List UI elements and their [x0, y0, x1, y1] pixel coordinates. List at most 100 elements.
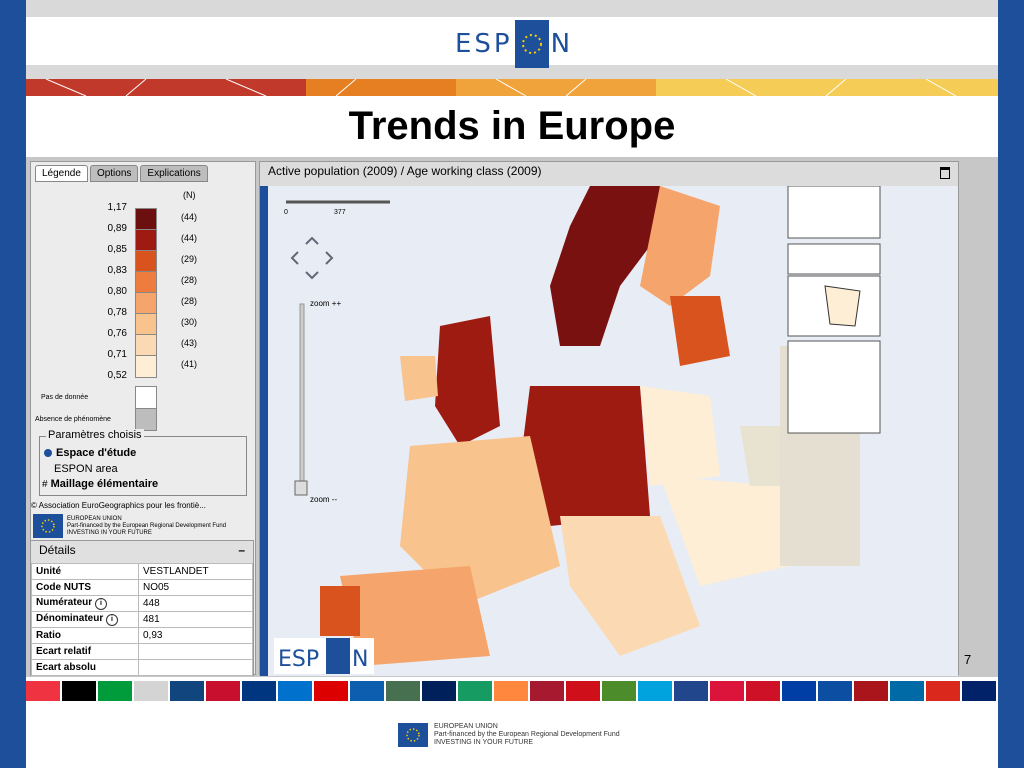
params-title: Paramètres choisis [46, 429, 144, 441]
zoom-in-label[interactable]: zoom ++ [310, 299, 341, 308]
flag-strip [26, 678, 998, 704]
eu-caption-line: EUROPEAN UNION [67, 515, 122, 522]
slide-title: Trends in Europe [348, 104, 676, 148]
info-icon[interactable]: i [106, 614, 119, 626]
slide-left-border [0, 0, 26, 768]
legend-no-data-swatch [135, 386, 157, 409]
footer-eu-line: INVESTING IN YOUR FUTURE [434, 739, 534, 746]
zoom-slider[interactable]: zoom ++ zoom -- [294, 299, 341, 504]
legend-count-header: (N) [183, 190, 196, 200]
map-regions [320, 186, 860, 666]
pan-control[interactable] [290, 236, 334, 280]
map-logo-right: N [352, 647, 368, 672]
detail-label: Ecart relatif [31, 643, 139, 660]
flag-icon [134, 681, 170, 701]
radio-icon [44, 449, 52, 457]
eu-flag-icon [33, 514, 63, 538]
map-title-bar: Active population (2009) / Age working c… [260, 162, 958, 186]
detail-value: 0,93 [138, 627, 253, 644]
espon-area-label: ESPON area [54, 463, 118, 475]
map-title: Active population (2009) / Age working c… [268, 164, 542, 178]
flag-icon [710, 681, 746, 701]
table-row: Dénominateur i 481 [31, 611, 253, 628]
maximize-icon[interactable] [940, 167, 950, 179]
zoom-out-label[interactable]: zoom -- [310, 495, 337, 504]
flag-icon [962, 681, 998, 701]
legend-value: 0,85 [107, 244, 127, 255]
legend-swatch [135, 313, 157, 336]
flag-icon [386, 681, 422, 701]
detail-label-numerator: Numérateur i [31, 595, 139, 612]
legend-swatch [135, 334, 157, 357]
eu-caption: EUROPEAN UNION Part-financed by the Euro… [33, 514, 226, 538]
flag-icon [242, 681, 278, 701]
details-panel: Détails – Unité VESTLANDET Code NUTS NO0… [30, 540, 254, 676]
flag-icon [458, 681, 494, 701]
details-table: Unité VESTLANDET Code NUTS NO05 Numérate… [31, 563, 253, 676]
flag-icon [62, 681, 98, 701]
maillage-option[interactable]: # Maillage élémentaire [42, 478, 158, 490]
detail-label: Code NUTS [31, 579, 139, 596]
legend-swatch [135, 250, 157, 273]
inset-maps [787, 185, 881, 434]
footer-eu-line: Part-financed by the European Regional D… [434, 731, 620, 738]
flag-icon [350, 681, 386, 701]
legend-count: (41) [181, 359, 198, 369]
table-row: Code NUTS NO05 [31, 579, 253, 596]
study-space-option[interactable]: Espace d'étude [44, 447, 136, 459]
details-title: Détails [39, 543, 76, 557]
table-row: Numérateur i 448 [31, 595, 253, 612]
legend-no-phenomenon-swatch [135, 408, 157, 431]
tab-legende[interactable]: Légende [35, 165, 88, 182]
flag-icon [746, 681, 782, 701]
slide-right-border [998, 0, 1024, 768]
legend-count: (30) [181, 317, 198, 327]
flag-icon [26, 681, 62, 701]
eu-stars-icon [514, 20, 549, 68]
map-view[interactable]: Active population (2009) / Age working c… [259, 161, 959, 676]
legend-value: 0,78 [107, 307, 127, 318]
legend-swatch [135, 292, 157, 315]
footer-eu-logo: EUROPEAN UNION Part-financed by the Euro… [398, 721, 638, 749]
page-number: 7 [964, 652, 972, 667]
table-row: Ecart relatif [31, 643, 253, 660]
flag-icon [314, 681, 350, 701]
maillage-label: Maillage élémentaire [50, 478, 159, 490]
logo-band [26, 17, 998, 65]
detail-value: VESTLANDET [138, 563, 253, 580]
chosen-parameters: Paramètres choisis Espace d'étude ESPON … [39, 429, 247, 496]
scale-bar: 0 377 [284, 200, 390, 216]
legend-value: 0,83 [107, 265, 127, 276]
info-icon[interactable]: i [94, 598, 107, 610]
eu-flag-icon [398, 723, 428, 747]
detail-label: Dénominateur [36, 613, 104, 624]
footer-eu-text: EUROPEAN UNION Part-financed by the Euro… [434, 723, 620, 747]
flag-icon [278, 681, 314, 701]
table-row: Unité VESTLANDET [31, 563, 253, 580]
europe-map[interactable]: 0 377 zoom ++ zoom -- [260, 185, 958, 676]
legend-count: (43) [181, 338, 198, 348]
detail-value [138, 659, 253, 676]
flag-icon [926, 681, 962, 701]
tab-options[interactable]: Options [89, 165, 139, 182]
detail-value: NO05 [138, 579, 253, 596]
tab-explications[interactable]: Explications [140, 165, 208, 182]
eu-caption-line: INVESTING IN YOUR FUTURE [67, 529, 152, 536]
flag-icon [530, 681, 566, 701]
legend-value: 0,76 [107, 328, 127, 339]
espon-logo: ESP N [455, 20, 573, 68]
logo-text-left: ESP [455, 29, 513, 59]
map-watermark: ESP N [274, 638, 374, 674]
table-row: Ratio 0,93 [31, 627, 253, 644]
flag-icon [854, 681, 890, 701]
flag-icon [890, 681, 926, 701]
scale-start: 0 [284, 209, 288, 216]
detail-label: Ecart absolu [31, 659, 139, 676]
legend-swatch [135, 208, 157, 231]
footer-eu-line: EUROPEAN UNION [434, 723, 498, 730]
flag-icon [170, 681, 206, 701]
collapse-button[interactable]: – [238, 543, 245, 557]
legend-no-phenomenon-label: Absence de phénomène [35, 416, 111, 423]
legend-count: (28) [181, 275, 198, 285]
application-window: Légende Options Explications (N) 1,17 0,… [26, 157, 998, 677]
